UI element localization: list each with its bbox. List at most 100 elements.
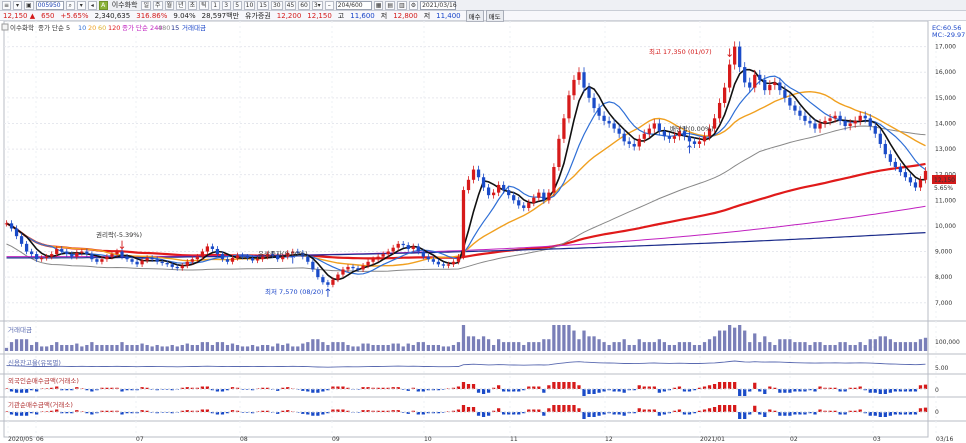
candle-body (446, 264, 451, 266)
candle-body (401, 243, 405, 246)
quote-bar: 12,150 ▲ 650 +5.65% 2,340,635 316.86% 9.… (0, 9, 966, 22)
minute-45[interactable]: 45 (284, 0, 297, 10)
volume-bar (436, 344, 441, 351)
foreign-bar (155, 389, 159, 391)
foreign-bar (19, 389, 24, 393)
y-tick-label: 15,000 (935, 95, 956, 102)
candle-body (65, 251, 69, 255)
period-week[interactable]: 주 (153, 0, 163, 10)
volume-bar (40, 346, 44, 351)
minute-1[interactable]: 1 (210, 0, 220, 10)
volume-bar (843, 342, 847, 351)
volume-bar (65, 344, 69, 351)
minute-3-dropdown[interactable]: 3▾ (311, 0, 323, 10)
inst-bar (677, 409, 682, 412)
menu-icon[interactable]: ≡ (2, 0, 12, 10)
inst-bar (481, 412, 486, 417)
legend-ma20: 20 (88, 24, 96, 32)
volume-bar (356, 346, 360, 351)
candle-body (24, 243, 29, 252)
foreign-bar (60, 389, 64, 391)
volume-bar (190, 344, 194, 351)
buy-button[interactable]: 매수 (465, 9, 484, 22)
inst-bar (205, 409, 210, 412)
minus-icon[interactable]: – (324, 0, 334, 10)
volume-bar (592, 336, 596, 351)
inst-bar (903, 412, 908, 415)
chevron-down-icon[interactable]: ▾ (76, 0, 86, 10)
foreign-bar (311, 389, 315, 393)
inst-bar (356, 412, 360, 413)
period-month[interactable]: 월 (164, 0, 175, 10)
period-tick[interactable]: 틱 (199, 0, 209, 10)
foreign-bar (326, 389, 330, 391)
candle-body (331, 279, 335, 285)
minute-30[interactable]: 30 (270, 0, 283, 10)
legend-box-icon[interactable] (1, 23, 9, 31)
foreign-bar (441, 389, 446, 390)
period-day[interactable]: 일 (141, 0, 151, 10)
foreign-bar (471, 384, 476, 389)
minute-60[interactable]: 60 (298, 0, 310, 10)
volume-bar (527, 342, 531, 351)
credit-line (6, 360, 926, 368)
candle-body (356, 268, 360, 270)
candle-body (517, 200, 521, 206)
inst-bar (728, 405, 732, 412)
minute-10[interactable]: 10 (243, 0, 256, 10)
period-second[interactable]: 초 (187, 0, 198, 10)
stock-code-input[interactable]: 005950 (35, 0, 64, 10)
volume-bar (14, 339, 19, 351)
count-input[interactable]: 204/600 (335, 0, 372, 10)
gear-icon[interactable]: ⚙ (408, 0, 419, 10)
candle-body (527, 202, 531, 208)
foreign-bar (29, 389, 34, 391)
grid-icon[interactable]: ▦ (373, 0, 384, 10)
inst-bar (85, 412, 89, 414)
minute-5[interactable]: 5 (232, 0, 242, 10)
event-arrow-icon (325, 288, 331, 297)
volume-bar (406, 343, 410, 351)
legend-foreign: 외국인순매수금액(거래소) (8, 376, 79, 385)
foreign-bar (361, 387, 365, 389)
candle-body (170, 264, 174, 267)
inst-bar (808, 412, 812, 414)
inst-bar (341, 409, 345, 412)
candle-body (562, 118, 566, 139)
volume-bar (647, 342, 651, 351)
foreign-bar (748, 389, 752, 392)
candle-body (632, 143, 636, 147)
minute-3[interactable]: 3 (221, 0, 231, 10)
candle-body (75, 252, 79, 257)
volume-bar (170, 344, 174, 351)
volume-bar (165, 346, 169, 351)
volume-bar (386, 344, 390, 351)
candle-body (55, 248, 59, 255)
prev-stock-icon[interactable]: ◂ (87, 0, 97, 10)
inst-bar (311, 412, 315, 416)
candle-body (155, 259, 159, 262)
period-year[interactable]: 년 (176, 0, 186, 10)
inst-bar (803, 412, 807, 415)
date-input[interactable]: 2021/03/16 (420, 0, 457, 10)
volume-bar (868, 339, 872, 351)
foreign-bar (436, 389, 441, 391)
lock-icon[interactable]: ▣ (24, 0, 34, 10)
price-tag: 12,150 5.65% (932, 175, 956, 192)
chevron-down-icon[interactable]: ▾ (13, 0, 23, 10)
price-chart[interactable]: 17,00016,00015,00014,00013,00012,00011,0… (0, 21, 966, 443)
volume-bar (195, 344, 199, 351)
foreign-bar (24, 389, 29, 393)
chart-icon[interactable]: ▥ (397, 0, 407, 10)
inst-bar (195, 410, 199, 412)
volume-bar (85, 344, 89, 351)
candle-body (793, 105, 797, 111)
candle-body (14, 228, 19, 237)
foreign-bar (557, 382, 561, 389)
search-icon[interactable]: ⌕ (65, 0, 75, 10)
minute-15[interactable]: 15 (257, 0, 269, 10)
sell-button[interactable]: 매도 (485, 9, 504, 22)
table-icon[interactable]: ▤ (385, 0, 396, 10)
panel-tick-label: 0 (935, 409, 939, 416)
